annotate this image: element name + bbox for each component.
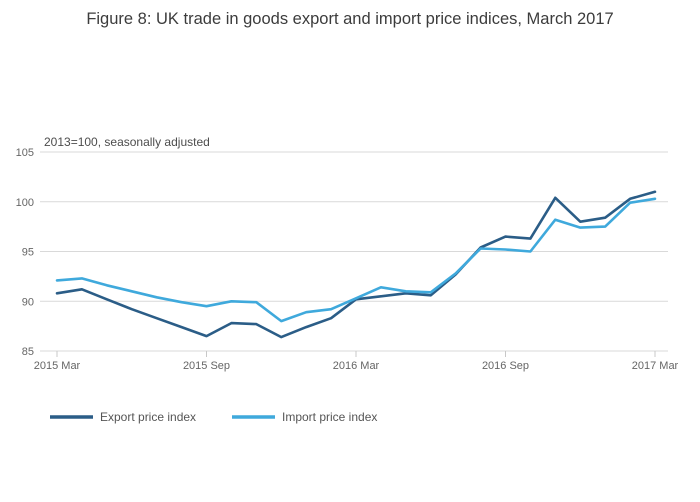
chart-subtitle: 2013=100, seasonally adjusted [44, 135, 210, 149]
export-price-index-line [55, 190, 657, 339]
y-tick-label-90: 90 [22, 296, 34, 308]
x-tick-label-2017-mar: 2017 Mar [632, 360, 679, 372]
y-tick-label-105: 105 [16, 147, 34, 159]
y-tick-label-95: 95 [22, 247, 34, 259]
legend-item-import[interactable]: Import price index [232, 410, 377, 424]
x-tick-label-2015-sep: 2015 Sep [183, 360, 230, 372]
x-tick-label-2016-mar: 2016 Mar [333, 360, 380, 372]
legend-item-export[interactable]: Export price index [50, 410, 196, 424]
x-tick-label-2015-mar: 2015 Mar [34, 360, 81, 372]
plot-area: 85 90 95 100 105 2015 Mar 2015 Sep 2016 Mar 2016… [16, 147, 679, 372]
import-price-index-line [55, 197, 657, 323]
y-tick-label-85: 85 [22, 346, 34, 358]
chart-title: Figure 8: UK trade in goods export and i… [86, 10, 613, 28]
legend: Export price index Import price index [50, 410, 377, 424]
import-legend-label: Import price index [282, 410, 377, 424]
x-tick-label-2016-sep: 2016 Sep [482, 360, 529, 372]
export-legend-label: Export price index [100, 410, 196, 424]
y-tick-label-100: 100 [16, 197, 34, 209]
